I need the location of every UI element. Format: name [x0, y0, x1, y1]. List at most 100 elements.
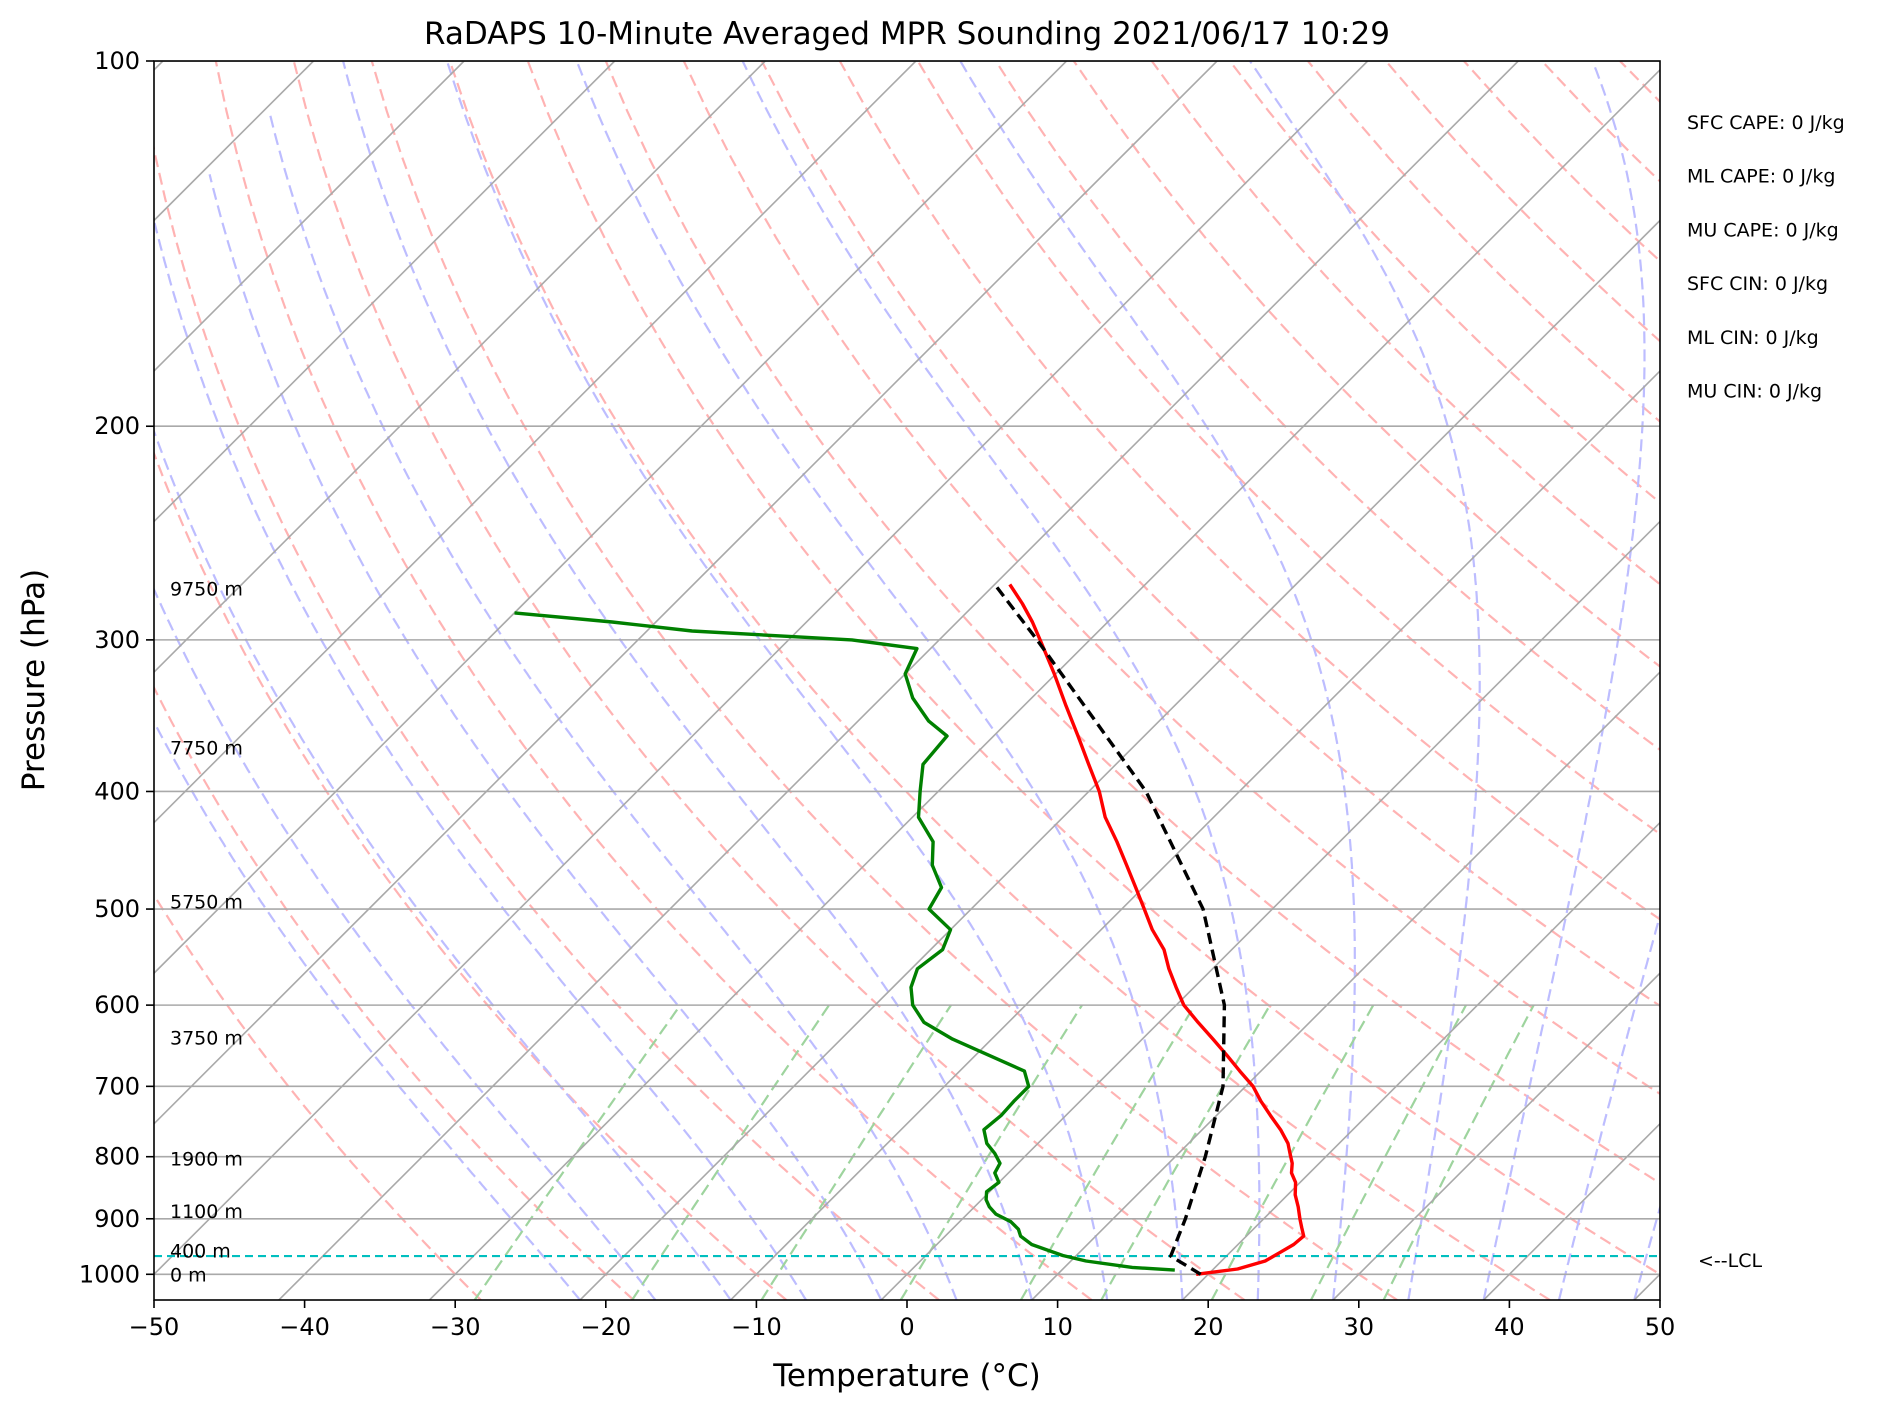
dry-adiabat — [682, 61, 1660, 1096]
dry-adiabat — [154, 143, 940, 1300]
isotherm — [1031, 670, 1660, 1300]
parcel-line — [993, 583, 1227, 1276]
dry-adiabat — [604, 61, 1660, 1185]
height-label: 1900 m — [170, 1149, 243, 1171]
y-tick-label: 700 — [94, 1072, 140, 1100]
isotherm — [278, 61, 1519, 1300]
y-tick-label: 800 — [94, 1143, 140, 1171]
y-tick-label: 900 — [94, 1205, 140, 1233]
dry-adiabat — [760, 61, 1660, 1008]
moist-adiabat — [342, 61, 1033, 1300]
dry-adiabat — [1150, 61, 1660, 586]
x-tick-label: 40 — [1494, 1313, 1525, 1341]
x-tick-label: −40 — [279, 1313, 330, 1341]
moist-adiabat — [154, 719, 581, 1300]
height-label: 1100 m — [170, 1201, 243, 1223]
y-tick-label: 1000 — [79, 1260, 140, 1288]
mixing-ratio-line — [1100, 1004, 1271, 1300]
index-text: MU CIN: 0 J/kg — [1687, 381, 1822, 403]
x-tick-label: 30 — [1344, 1313, 1375, 1341]
index-text: MU CAPE: 0 J/kg — [1687, 219, 1839, 241]
dry-adiabat — [1698, 61, 1882, 1300]
moist-adiabat — [445, 61, 1109, 1300]
mixing-ratio-line — [760, 1004, 952, 1300]
x-tick-label: −30 — [430, 1313, 481, 1341]
lcl-label: <--LCL — [1698, 1250, 1762, 1272]
axis-ticks: −50 −40 −30 −20 −10 0 10 20 30 40 50 100 200 300 400 50… — [79, 47, 1675, 1341]
moist-adiabat — [959, 61, 1356, 1300]
mixing-ratio-line — [1382, 1004, 1535, 1300]
mixing-ratio-line — [1310, 1004, 1467, 1300]
y-axis-label: Pressure (hPa) — [16, 569, 52, 791]
dry-adiabat — [154, 450, 788, 1300]
y-tick-label: 600 — [94, 991, 140, 1019]
moist-adiabat — [1557, 911, 1660, 1300]
isotherm — [0, 61, 12, 1300]
x-tick-label: 50 — [1645, 1313, 1676, 1341]
y-tick-label: 500 — [94, 895, 140, 923]
index-text: ML CIN: 0 J/kg — [1687, 327, 1819, 349]
x-tick-label: −10 — [731, 1313, 782, 1341]
index-text: ML CAPE: 0 J/kg — [1687, 166, 1835, 188]
height-label: 0 m — [170, 1264, 207, 1286]
dry-adiabat — [448, 61, 1551, 1300]
height-label: 5750 m — [170, 892, 243, 914]
mixing-ratio-line — [1019, 1004, 1196, 1300]
x-axis-label: Temperature (°C) — [772, 1358, 1041, 1394]
height-label: 7750 m — [170, 738, 243, 760]
isotherm — [428, 68, 1660, 1300]
y-tick-label: 100 — [94, 47, 140, 75]
isotherm — [154, 61, 1218, 1125]
mixing-ratio-line — [631, 1004, 831, 1300]
y-tick-label: 300 — [94, 626, 140, 654]
height-label: 3750 m — [170, 1027, 243, 1049]
x-tick-label: −50 — [129, 1313, 180, 1341]
isotherm — [880, 520, 1660, 1300]
isotherm — [730, 369, 1660, 1300]
isotherm — [1181, 821, 1660, 1300]
isotherm — [1332, 972, 1660, 1300]
isotherm — [154, 61, 917, 824]
dry-adiabat — [292, 61, 1246, 1300]
isotherm — [154, 61, 465, 373]
y-tick-label: 200 — [94, 412, 140, 440]
isotherm — [154, 61, 766, 674]
moist-adiabat — [268, 110, 958, 1300]
x-tick-label: 0 — [899, 1313, 914, 1341]
moist-adiabat — [208, 174, 883, 1300]
x-tick-label: −20 — [580, 1313, 631, 1341]
index-text: SFC CIN: 0 J/kg — [1687, 273, 1828, 295]
dry-adiabat — [994, 61, 1660, 752]
dry-adiabat — [154, 892, 482, 1300]
mixing-ratio-line — [1210, 1004, 1375, 1300]
dry-adiabat — [214, 61, 1093, 1300]
height-label: 400 m — [170, 1241, 231, 1263]
isotherm — [154, 61, 1068, 975]
temperature-line — [1008, 583, 1306, 1276]
x-tick-label: 10 — [1042, 1313, 1073, 1341]
x-tick-label: 20 — [1193, 1313, 1224, 1341]
mixing-ratio-line — [473, 1004, 682, 1300]
y-tick-label: 400 — [94, 777, 140, 805]
dry-adiabat — [154, 685, 635, 1300]
moist-adiabat — [1633, 1203, 1660, 1300]
background-lines — [0, 61, 1882, 1300]
isotherm — [579, 219, 1660, 1300]
dry-adiabat — [838, 61, 1660, 921]
dry-adiabat — [1072, 61, 1660, 668]
isotherm — [154, 61, 1369, 1276]
isotherm — [154, 61, 616, 523]
dry-adiabat — [370, 61, 1398, 1300]
moist-adiabat — [154, 586, 657, 1300]
index-text: SFC CAPE: 0 J/kg — [1687, 112, 1845, 134]
mixing-ratio-line — [899, 1004, 1083, 1300]
moist-adiabat — [1248, 61, 1481, 1300]
chart-title: RaDAPS 10-Minute Averaged MPR Sounding 2… — [424, 16, 1390, 52]
moist-adiabat — [1482, 61, 1646, 1300]
dewpoint-line — [514, 611, 1175, 1272]
isotherm — [1633, 1273, 1660, 1300]
moist-adiabat — [741, 61, 1261, 1300]
dry-adiabat — [526, 61, 1660, 1276]
